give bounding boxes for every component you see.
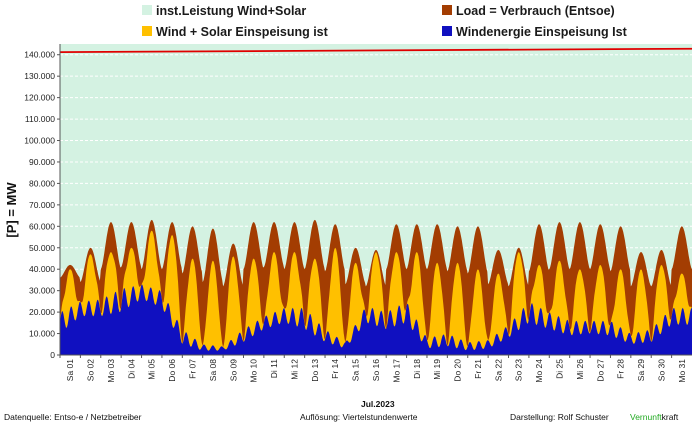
x-tick-label: So 09 xyxy=(228,359,238,381)
y-tick-label: 140.000 xyxy=(24,50,55,60)
y-axis-label: [P] = MW xyxy=(4,182,19,238)
x-tick-label: So 23 xyxy=(514,359,524,381)
x-tick-label: Do 13 xyxy=(310,359,320,382)
brand-kraft: kraft xyxy=(661,412,679,422)
x-tick-label: Mi 12 xyxy=(290,359,300,380)
y-tick-label: 20.000 xyxy=(29,307,55,317)
x-tick-label: So 02 xyxy=(86,359,96,381)
y-tick-label: 40.000 xyxy=(29,264,55,274)
x-axis-label: Jul.2023 xyxy=(361,399,395,409)
plot-area xyxy=(59,44,693,355)
x-tick-label: Mo 03 xyxy=(106,359,116,383)
footer-source: Datenquelle: Entso-e / Netzbetreiber xyxy=(4,412,142,422)
x-tick-label: Di 04 xyxy=(126,359,136,379)
legend-swatch-load xyxy=(442,5,452,15)
x-tick-label: Fr 07 xyxy=(188,359,198,379)
y-tick-label: 0 xyxy=(50,350,55,360)
y-tick-label: 110.000 xyxy=(25,114,55,124)
y-tick-label: 90.000 xyxy=(29,157,55,167)
x-tick-label: Sa 01 xyxy=(65,359,75,381)
x-tick-label: Sa 08 xyxy=(208,359,218,381)
brand-vernunft: Vernunft xyxy=(630,412,662,422)
x-tick-label: Di 18 xyxy=(412,359,422,379)
x-tick-label: Do 06 xyxy=(167,359,177,382)
x-tick-label: So 16 xyxy=(371,359,381,381)
x-tick-label: Di 25 xyxy=(555,359,565,379)
legend-label-wind: Windenergie Einspeisung Ist xyxy=(456,25,628,39)
x-tick-label: Mo 31 xyxy=(677,359,687,383)
x-tick-label: Mo 17 xyxy=(391,359,401,383)
y-tick-label: 130.000 xyxy=(24,71,55,81)
x-tick-label: Fr 21 xyxy=(473,359,483,379)
x-tick-label: Sa 15 xyxy=(351,359,361,381)
y-tick-label: 70.000 xyxy=(29,200,55,210)
footer-brand: Vernunftkraft xyxy=(630,412,678,422)
x-tick-label: Fr 14 xyxy=(330,359,340,379)
x-tick-label: Do 27 xyxy=(595,359,605,382)
x-tick-label: Mi 19 xyxy=(432,359,442,380)
footer-resolution: Auflösung: Viertelstundenwerte xyxy=(300,412,418,422)
legend-swatch-wind xyxy=(442,26,452,36)
x-tick-label: Mo 24 xyxy=(534,359,544,383)
x-tick-label: Sa 29 xyxy=(636,359,646,381)
y-tick-label: 10.000 xyxy=(29,329,55,339)
y-tick-label: 30.000 xyxy=(29,286,55,296)
x-tick-label: Di 11 xyxy=(269,359,279,378)
x-tick-label: Mi 26 xyxy=(575,359,585,380)
y-tick-label: 50.000 xyxy=(29,243,55,253)
legend-label-installed: inst.Leistung Wind+Solar xyxy=(156,4,306,18)
legend: inst.Leistung Wind+Solar Load = Verbrauc… xyxy=(142,4,628,39)
x-tick-label: Sa 22 xyxy=(493,359,503,381)
x-tick-label: Mo 10 xyxy=(249,359,259,383)
x-tick-label: Fr 28 xyxy=(616,359,626,379)
legend-swatch-wind-solar xyxy=(142,26,152,36)
legend-swatch-installed xyxy=(142,5,152,15)
x-tick-label: Do 20 xyxy=(453,359,463,382)
line-installed-capacity xyxy=(59,47,693,54)
legend-label-load: Load = Verbrauch (Entsoe) xyxy=(456,4,615,18)
x-tick-label: Mi 05 xyxy=(147,359,157,380)
x-tick-label: So 30 xyxy=(656,359,666,381)
axes: 0 10.000 20.000 30.000 40.000 50.000 60.000 70.… xyxy=(24,44,692,383)
footer-author: Darstellung: Rolf Schuster xyxy=(510,412,609,422)
legend-label-wind-solar: Wind + Solar Einspeisung ist xyxy=(156,25,329,39)
y-tick-label: 60.000 xyxy=(29,221,55,231)
area-wind xyxy=(60,284,692,355)
y-tick-label: 80.000 xyxy=(29,178,55,188)
y-tick-label: 100.000 xyxy=(24,136,55,146)
y-tick-label: 120.000 xyxy=(24,93,55,103)
